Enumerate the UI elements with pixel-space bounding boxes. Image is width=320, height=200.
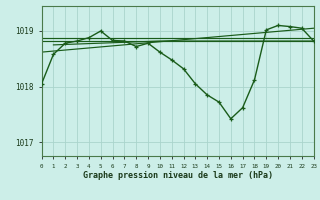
X-axis label: Graphe pression niveau de la mer (hPa): Graphe pression niveau de la mer (hPa) xyxy=(83,171,273,180)
